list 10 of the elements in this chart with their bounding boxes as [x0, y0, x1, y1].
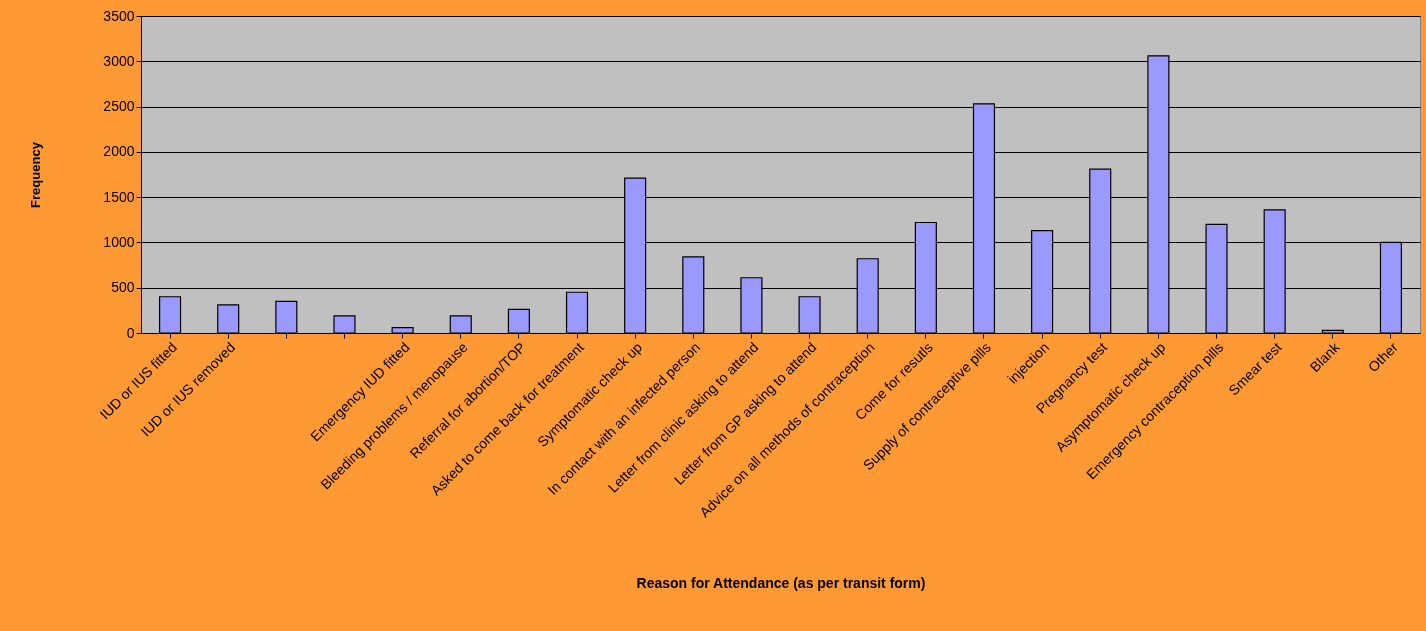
x-axis-title: Reason for Attendance (as per transit form): [636, 574, 926, 591]
y-tick-label: 1500: [103, 188, 135, 205]
y-tick-label: 3000: [103, 52, 135, 69]
y-tick-label: 2500: [103, 98, 135, 115]
y-tick-label: 3500: [103, 7, 135, 24]
y-tick-label: 500: [111, 279, 135, 296]
y-tick-label: 0: [126, 324, 135, 341]
y-tick-label: 2000: [103, 143, 135, 160]
y-axis-title: Frequency: [28, 141, 44, 208]
y-tick-label: 1000: [103, 233, 135, 250]
